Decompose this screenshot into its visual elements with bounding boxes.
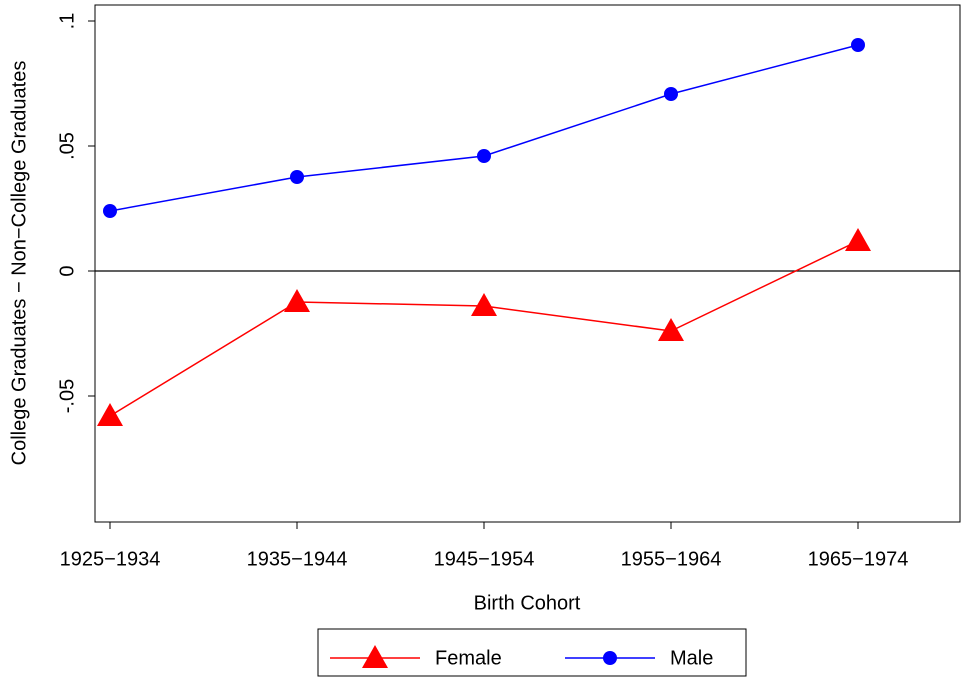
x-tick-label: 1935−1944 <box>247 548 348 570</box>
legend-box <box>317 628 747 677</box>
y-tick-label: 0 <box>56 265 78 276</box>
legend-label: Male <box>670 647 713 669</box>
marker-circle <box>103 204 117 218</box>
marker-circle <box>603 651 617 665</box>
marker-triangle <box>471 293 497 316</box>
plot-frame <box>94 4 961 523</box>
marker-circle <box>477 149 491 163</box>
series-line <box>109 240 859 417</box>
y-tick-label: .05 <box>56 132 78 160</box>
y-tick-label: .1 <box>56 13 78 30</box>
marker-triangle <box>284 289 310 312</box>
marker-triangle <box>362 645 388 668</box>
x-tick-label: 1925−1934 <box>60 548 161 570</box>
marker-circle <box>851 38 865 52</box>
y-tick-label: -.05 <box>56 379 78 413</box>
marker-circle <box>664 87 678 101</box>
x-axis-title: Birth Cohort <box>474 592 581 614</box>
legend-label: Female <box>435 647 502 669</box>
marker-triangle <box>658 318 684 341</box>
x-tick-label: 1945−1954 <box>434 548 535 570</box>
marker-circle <box>290 170 304 184</box>
x-tick-label: 1965−1974 <box>808 548 909 570</box>
x-tick-label: 1955−1964 <box>621 548 722 570</box>
y-axis-title: College Graduates − Non−College Graduate… <box>8 61 30 466</box>
marker-triangle <box>97 403 123 426</box>
series-line <box>109 44 859 212</box>
marker-triangle <box>845 228 871 251</box>
